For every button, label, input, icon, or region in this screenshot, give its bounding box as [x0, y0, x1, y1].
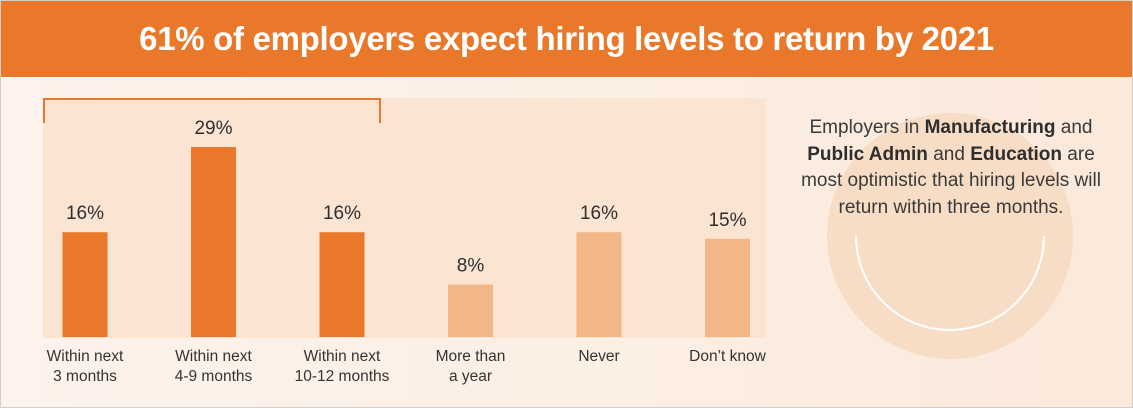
- callout-run: Employers in: [809, 117, 925, 138]
- callout-run: and: [1055, 117, 1093, 138]
- category-label-1: Within next 4-9 months: [174, 348, 253, 385]
- chart-title: 61% of employers expect hiring levels to…: [139, 20, 994, 57]
- bar-value-label-1: 29%: [194, 118, 232, 139]
- header-banner: 61% of employers expect hiring levels to…: [1, 1, 1132, 77]
- category-label-0: Within next 3 months: [46, 348, 124, 385]
- plot-background: [43, 98, 766, 338]
- bar-value-label-5: 15%: [708, 210, 746, 231]
- bar-value-label-3: 8%: [457, 256, 485, 277]
- bar-4: [576, 232, 622, 337]
- callout-text: Employers in Manufacturing and Public Ad…: [791, 115, 1111, 221]
- group-bracket: [43, 98, 381, 123]
- bar-5: [705, 238, 750, 337]
- bar-2: [319, 232, 365, 337]
- bar-value-label-4: 16%: [580, 203, 618, 224]
- callout-emphasis: Public Admin: [807, 143, 928, 165]
- bar-value-label-2: 16%: [323, 203, 361, 224]
- callout-emphasis: Education: [970, 143, 1063, 165]
- bar-1: [191, 147, 236, 337]
- callout-emphasis: Manufacturing: [924, 117, 1056, 138]
- bar-3: [448, 284, 493, 337]
- category-label-4: Never: [578, 348, 620, 365]
- category-label-2: Within next 10-12 months: [294, 348, 390, 385]
- callout-circle: [827, 113, 1073, 359]
- callout-run: are most optimistic that hiring levels w…: [801, 143, 1101, 218]
- bar-value-label-0: 16%: [66, 203, 104, 224]
- bar-0: [62, 232, 108, 337]
- callout-run: and: [927, 143, 971, 165]
- category-label-5: Don’t know: [689, 348, 766, 365]
- category-label-3: More than a year: [435, 348, 506, 385]
